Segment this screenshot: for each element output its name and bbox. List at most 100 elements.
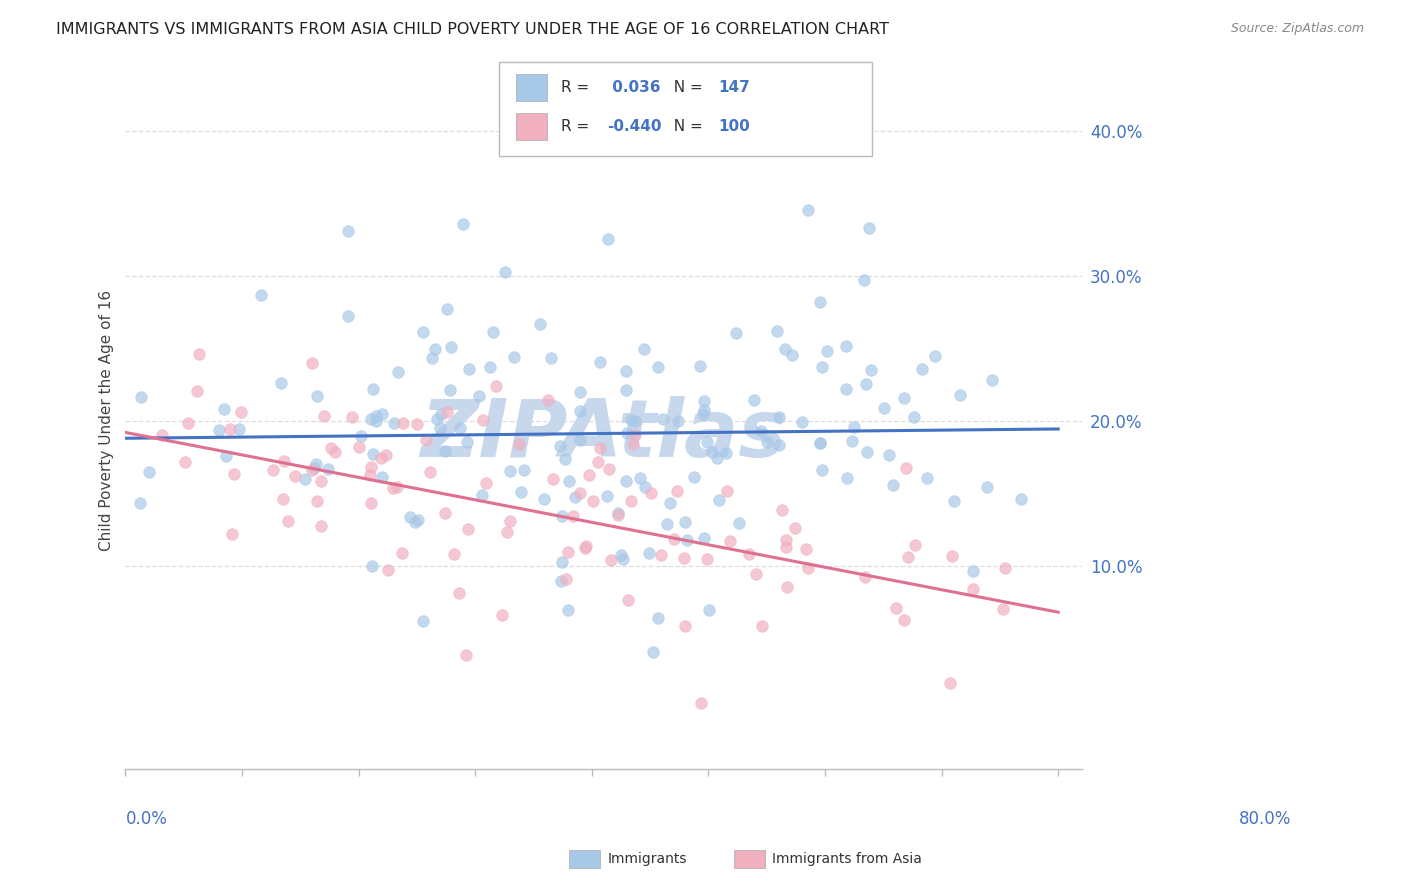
Point [415,433,437,447]
Point [690,696,713,710]
Point [557,474,579,488]
Point [893,392,915,406]
Point [219,422,242,436]
Point [174,454,197,468]
Point [406,513,429,527]
Point [808,436,831,450]
Point [783,521,806,535]
Point [640,486,662,500]
Point [440,340,463,354]
Point [503,350,526,364]
Point [360,459,382,474]
Point [364,409,387,423]
Point [893,613,915,627]
Point [676,533,699,547]
Point [361,382,384,396]
Point [529,317,551,331]
Point [768,410,790,425]
Point [350,429,373,443]
Point [624,414,647,428]
Point [884,601,907,615]
Point [693,403,716,417]
Point [540,351,562,366]
Point [623,428,645,442]
Point [468,389,491,403]
Point [749,424,772,438]
Point [941,549,963,563]
Point [650,548,672,562]
Point [855,445,877,459]
Point [430,407,453,421]
Point [336,224,359,238]
Text: ZIPAtlas: ZIPAtlas [420,396,786,474]
Point [620,413,643,427]
Point [612,552,634,566]
Point [574,541,596,555]
Point [250,288,273,302]
Point [607,508,630,523]
Point [673,619,696,633]
Point [742,392,765,407]
Point [598,462,620,476]
Text: 147: 147 [718,80,751,95]
Point [551,555,574,569]
Point [449,585,471,599]
Point [271,491,294,506]
Point [426,411,449,425]
Text: IMMIGRANTS VS IMMIGRANTS FROM ASIA CHILD POVERTY UNDER THE AGE OF 16 CORRELATION: IMMIGRANTS VS IMMIGRANTS FROM ASIA CHILD… [56,22,889,37]
Point [588,355,610,369]
Point [616,364,638,378]
Point [751,619,773,633]
Point [309,474,332,488]
Point [700,445,723,459]
Point [853,570,876,584]
Point [471,488,494,502]
Point [319,442,342,456]
Point [776,580,799,594]
Point [607,506,630,520]
Point [614,475,637,489]
Point [273,454,295,468]
Point [270,376,292,390]
Point [991,602,1014,616]
Point [943,494,966,508]
Point [924,349,946,363]
Point [641,644,664,658]
Point [693,394,716,409]
Point [307,389,329,403]
Point [361,447,384,461]
Point [188,347,211,361]
Point [337,309,360,323]
Point [301,356,323,370]
Point [550,574,572,588]
Point [1010,492,1032,507]
Point [766,324,789,338]
Point [557,545,579,559]
Point [302,461,325,475]
Point [228,422,250,436]
Point [904,538,927,552]
Point [582,493,605,508]
Point [224,467,246,481]
Point [811,360,834,375]
Point [474,475,496,490]
Point [513,463,536,477]
Point [981,373,1004,387]
Point [342,409,364,424]
Point [433,506,456,520]
Point [647,359,669,374]
Point [485,379,508,393]
Point [962,564,984,578]
Point [150,428,173,442]
Point [366,414,388,428]
Point [392,416,415,430]
Point [697,603,720,617]
Point [557,603,579,617]
Point [371,469,394,483]
Point [277,514,299,528]
Text: 0.036: 0.036 [607,80,661,95]
Point [533,492,555,507]
Point [911,361,934,376]
Point [305,457,328,471]
Point [360,496,382,510]
